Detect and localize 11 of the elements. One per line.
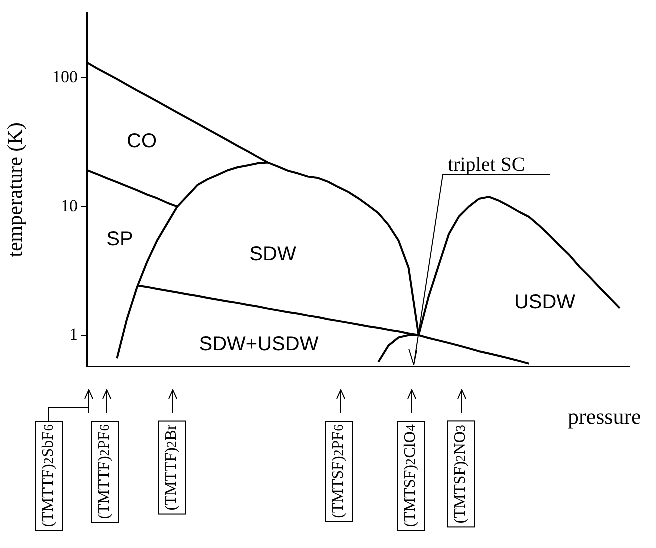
annotation: SDW <box>250 244 296 266</box>
annotation: triplet SC <box>448 154 526 177</box>
y-tick-label: 100 <box>52 68 78 87</box>
annotation: SP <box>106 228 134 252</box>
y-axis-title: temperature (K) <box>3 122 28 258</box>
annotation: CO <box>127 130 157 154</box>
annotation: USDW <box>514 292 576 314</box>
y-tick-label: 10 <box>61 196 78 216</box>
x-axis-title: pressure <box>568 404 642 430</box>
y-tick-label: 1 <box>70 324 78 344</box>
annotation: SDW+USDW <box>199 334 319 356</box>
